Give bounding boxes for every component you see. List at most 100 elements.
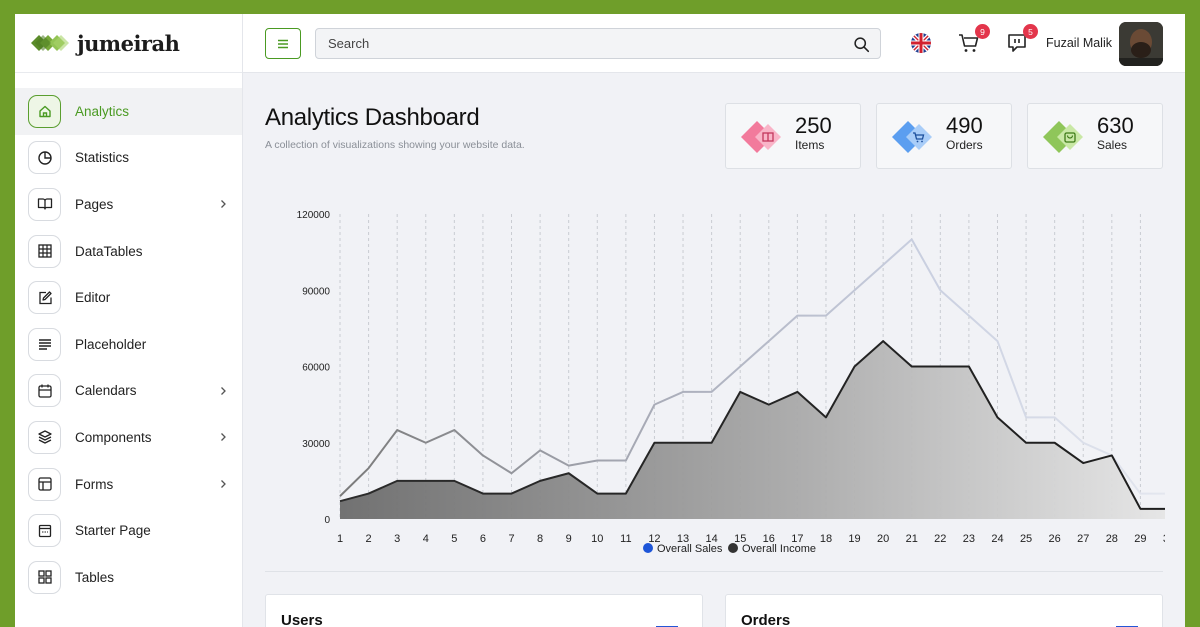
book-icon: [741, 121, 781, 153]
x-tick-label: 19: [848, 533, 860, 545]
x-tick-label: 18: [820, 533, 832, 545]
legend-marker: [728, 543, 738, 553]
sidebar: jumeirah Analytics Statistics Pages DataTab…: [15, 14, 243, 627]
x-tick-label: 11: [620, 533, 631, 545]
legend-label: Overall Sales: [657, 543, 723, 555]
sidebar-item-placeholder[interactable]: Placeholder: [15, 321, 242, 368]
x-tick-label: 17: [791, 533, 803, 545]
sidebar-item-label: DataTables: [75, 243, 143, 259]
x-tick-label: 15: [734, 533, 746, 545]
brand[interactable]: jumeirah: [15, 14, 242, 73]
stat-value: 490: [946, 113, 983, 138]
legend-marker: [643, 543, 653, 553]
search-bar: [315, 28, 881, 59]
top-header: 9 5 Fuzail Malik: [243, 14, 1185, 73]
sidebar-nav: Analytics Statistics Pages DataTables Editor…: [15, 73, 242, 601]
home-icon: [28, 94, 61, 128]
panel-title: Users: [281, 612, 323, 627]
cart-icon: [959, 34, 979, 52]
stat-value: 630: [1097, 113, 1134, 138]
uk-flag-icon[interactable]: [911, 33, 931, 53]
hamburger-icon: [278, 39, 288, 48]
income-area: [340, 341, 1165, 519]
y-tick-label: 60000: [302, 363, 330, 374]
x-tick-label: 25: [1020, 533, 1032, 545]
sidebar-item-forms[interactable]: Forms: [15, 461, 242, 508]
sidebar-item-datatables[interactable]: DataTables: [15, 228, 242, 275]
brand-name: jumeirah: [77, 30, 180, 56]
sidebar-item-pages[interactable]: Pages: [15, 181, 242, 228]
page-subtitle: A collection of visualizations showing y…: [265, 139, 525, 151]
sidebar-item-tables[interactable]: Tables: [15, 554, 242, 601]
sidebar-item-label: Tables: [75, 569, 115, 585]
stat-value: 250: [795, 113, 832, 138]
stat-card-items[interactable]: 250 Items: [725, 103, 861, 169]
bag-icon: [1043, 121, 1083, 153]
x-tick-label: 8: [537, 533, 543, 545]
x-tick-label: 23: [963, 533, 975, 545]
x-tick-label: 30: [1163, 533, 1165, 545]
chevron-right-icon: [221, 480, 226, 489]
align-left-icon: [28, 327, 61, 361]
calendar-icon: [28, 374, 61, 408]
x-tick-label: 6: [480, 533, 486, 545]
chevron-right-icon: [221, 433, 226, 442]
divider: [265, 571, 1163, 572]
tables-icon: [28, 560, 61, 594]
stat-label: Items: [795, 138, 825, 152]
chevron-right-icon: [221, 200, 226, 209]
x-tick-label: 1: [337, 533, 343, 545]
x-tick-label: 10: [591, 533, 603, 545]
chevron-right-icon: [221, 386, 226, 395]
x-tick-label: 5: [451, 533, 457, 545]
y-tick-label: 0: [324, 515, 330, 526]
messages-count-badge: 5: [1023, 24, 1038, 39]
stat-card-sales[interactable]: 630 Sales: [1027, 103, 1163, 169]
y-tick-label: 120000: [297, 210, 331, 221]
y-tick-label: 90000: [302, 286, 330, 297]
search-icon[interactable]: [853, 36, 870, 53]
search-input[interactable]: [316, 29, 880, 58]
panel-title: Orders: [741, 612, 791, 627]
x-tick-label: 29: [1134, 533, 1146, 545]
user-name[interactable]: Fuzail Malik: [1046, 36, 1112, 50]
page-title: Analytics Dashboard: [265, 104, 480, 131]
x-tick-label: 27: [1077, 533, 1089, 545]
legend-label: Overall Income: [742, 543, 816, 555]
sales-series-line: [339, 238, 1165, 497]
sidebar-item-label: Forms: [75, 476, 114, 492]
messages-button[interactable]: 5: [1005, 24, 1038, 55]
x-tick-label: 3: [394, 533, 400, 545]
menu-toggle-button[interactable]: [265, 28, 301, 59]
x-tick-label: 4: [423, 533, 429, 545]
sidebar-item-label: Components: [75, 429, 152, 445]
orders-panel: Orders: [725, 594, 1163, 627]
x-tick-label: 28: [1106, 533, 1118, 545]
x-tick-label: 9: [566, 533, 572, 545]
logo-icon: [31, 35, 69, 51]
income-series-line: [339, 340, 1165, 510]
x-tick-label: 20: [877, 533, 889, 545]
sidebar-item-editor[interactable]: Editor: [15, 274, 242, 321]
sidebar-item-label: Analytics: [75, 103, 130, 119]
sidebar-item-calendars[interactable]: Calendars: [15, 368, 242, 415]
y-tick-label: 30000: [302, 439, 330, 450]
sidebar-item-analytics[interactable]: Analytics: [15, 88, 242, 135]
x-tick-label: 12: [648, 533, 660, 545]
x-tick-label: 2: [366, 533, 372, 545]
sidebar-item-starter-page[interactable]: Starter Page: [15, 507, 242, 554]
x-tick-label: 24: [991, 533, 1003, 545]
x-tick-label: 26: [1049, 533, 1061, 545]
x-tick-label: 16: [763, 533, 775, 545]
avatar[interactable]: [1119, 22, 1163, 66]
pie-chart-icon: [28, 141, 61, 175]
x-tick-label: 14: [705, 533, 717, 545]
sidebar-item-label: Calendars: [75, 383, 137, 399]
sidebar-item-components[interactable]: Components: [15, 414, 242, 461]
grid-icon: [28, 234, 61, 268]
x-tick-label: 7: [508, 533, 514, 545]
sidebar-item-statistics[interactable]: Statistics: [15, 135, 242, 182]
stat-card-orders[interactable]: 490 Orders: [876, 103, 1012, 169]
analytics-chart: 1 2 3 4 5 6 7 8 9 10 11 12 13 14 15 16 17 18 19 20 21 22 23 24 2…: [297, 210, 1165, 555]
cart-button[interactable]: 9: [957, 24, 990, 55]
